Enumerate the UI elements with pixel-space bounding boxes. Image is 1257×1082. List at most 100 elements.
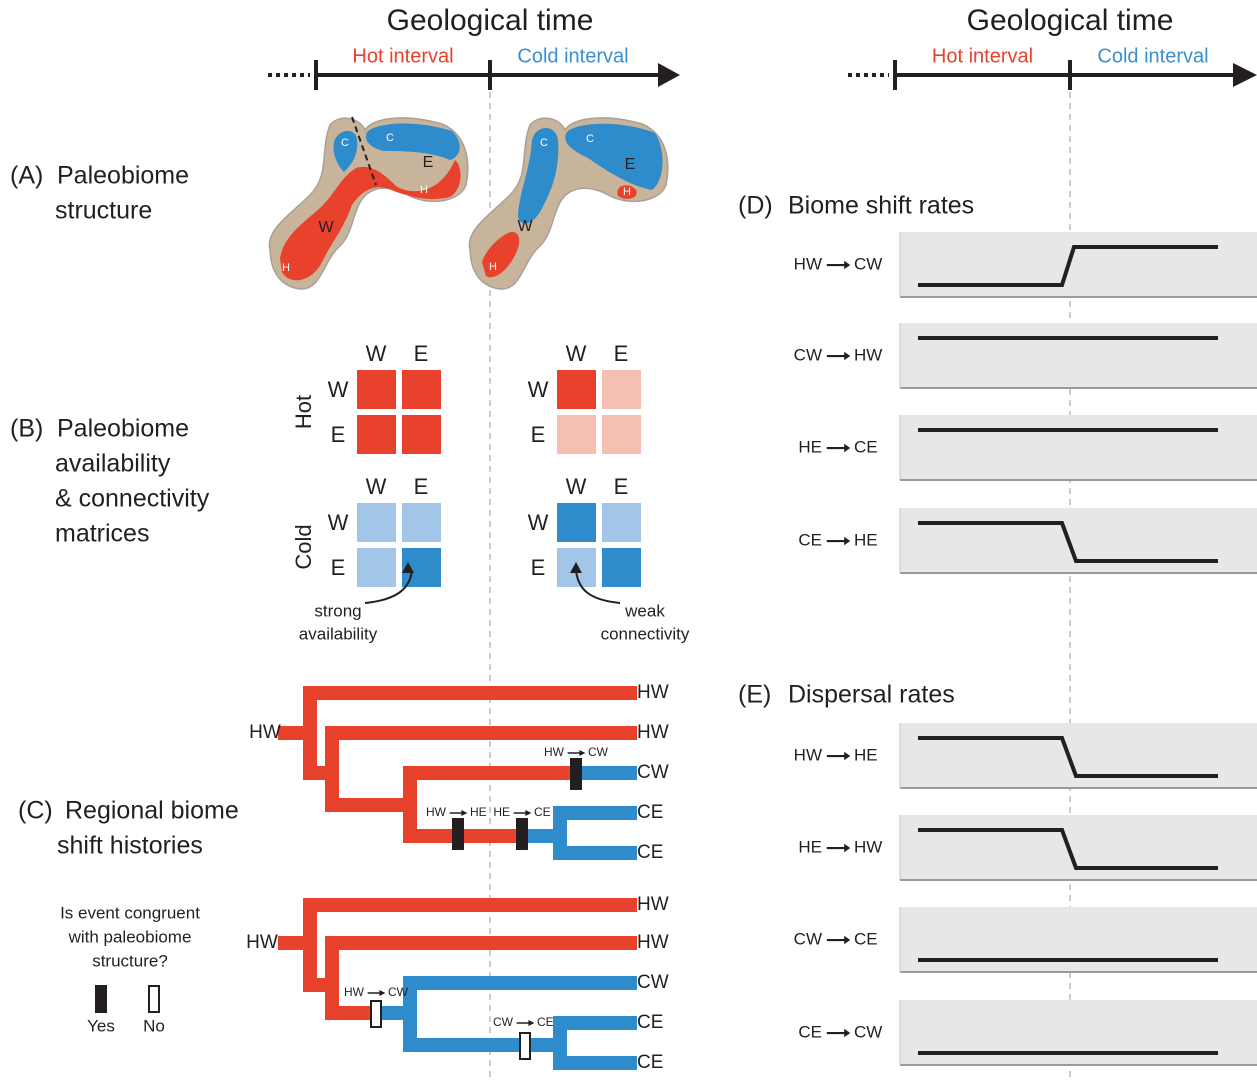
panel-title: Regional biome [65,797,239,825]
panel-title: & connectivity [55,485,210,513]
event-congruent [516,818,528,850]
matrix-row-label: W [528,377,549,402]
rate-panel [900,907,1257,972]
label-arrowhead [379,990,385,996]
map-label: C [586,133,594,145]
event-label: CW [388,985,409,999]
rate-label: HW [854,345,882,364]
root-label: HW [249,722,281,743]
event-label: CW [493,1015,514,1029]
panel-title: availability [55,450,171,478]
map-label: W [318,219,334,236]
label-arrowhead [844,352,850,361]
matrix-cell [557,370,596,409]
rate-label: HE [798,837,822,856]
rate-label: CW [854,254,882,273]
matrix-cell [557,503,596,542]
tip-label: HW [637,722,669,743]
annotation: weak [624,601,665,620]
rate-label: CW [794,929,822,948]
panel-title: structure [55,197,152,225]
map-label: H [282,262,290,274]
annotation: strong [314,601,361,620]
rate-label: HE [798,437,822,456]
map-label: E [423,154,434,171]
rate-panel [900,323,1257,388]
map-label: H [420,184,428,196]
tip-label: HW [637,682,669,703]
matrix-col-label: E [414,474,429,499]
matrix-row-label: E [331,555,346,580]
matrix-row-label: E [531,422,546,447]
panel-title: Paleobiome [57,162,189,190]
tip-label: CW [637,762,669,783]
matrix-cell [557,415,596,454]
matrix-cell [602,548,641,587]
event-incongruent [371,1001,381,1027]
matrix-col-label: E [614,341,629,366]
rate-panel [900,232,1257,297]
matrix-cell [357,415,396,454]
event-congruent [452,818,464,850]
panel-letter: (C) [18,797,53,825]
tip-label: CW [637,972,669,993]
label-arrowhead [525,810,531,816]
matrix-cell [357,370,396,409]
rate-panel [900,723,1257,788]
legend-yes: Yes [87,1016,115,1035]
time-arrow [1233,63,1257,87]
label-arrowhead [844,1029,850,1038]
tip-label: CE [637,1012,663,1033]
rate-panel [900,508,1257,573]
rate-panel [900,415,1257,480]
matrix-row-label: E [331,422,346,447]
panel-title: Biome shift rates [788,192,974,220]
panel-title: matrices [55,520,149,548]
root-label: HW [246,932,278,953]
rate-label: HW [854,837,882,856]
event-congruent [570,758,582,790]
rate-label: CW [854,1022,882,1041]
matrix-col-label: W [566,474,587,499]
matrix-col-label: W [366,341,387,366]
cold-interval: Cold interval [517,45,628,67]
label-arrowhead [844,537,850,546]
annotation: connectivity [601,624,690,643]
legend-yes-swatch [95,985,107,1013]
header-title: Geological time [387,4,594,37]
map-label: C [341,137,349,149]
legend-no: No [143,1016,165,1035]
legend-question: Is event congruent [60,903,200,922]
event-label: CE [537,1015,554,1029]
label-arrowhead [844,444,850,453]
matrix-col-label: W [566,341,587,366]
event-label: HW [544,745,565,759]
label-arrowhead [579,750,585,756]
hot-interval: Hot interval [352,45,453,67]
rate-panel [900,815,1257,880]
branch [560,1023,630,1063]
rate-label: CE [798,1022,822,1041]
panel-title: Dispersal rates [788,681,955,709]
matrix-cell [357,548,396,587]
figure: Geological time Hot interval Cold interval… [0,0,1257,1082]
tip-label: CE [637,802,663,823]
matrix-cell [402,415,441,454]
matrix-col-label: E [614,474,629,499]
matrix-row-label: W [528,510,549,535]
map-label: E [625,156,636,173]
branch [560,813,630,853]
cold-interval: Cold interval [1097,45,1208,67]
matrix-row-group: Hot [291,395,316,429]
map-label: C [386,132,394,144]
rate-label: CW [794,345,822,364]
rate-label: CE [854,929,878,948]
matrix-row-label: W [328,377,349,402]
panel-title: Paleobiome [57,415,189,443]
event-label: CW [588,745,609,759]
label-arrowhead [528,1020,534,1026]
label-arrowhead [844,844,850,853]
matrix-row-group: Cold [291,524,316,569]
panel-title: shift histories [57,832,203,860]
map-label: H [489,261,497,273]
